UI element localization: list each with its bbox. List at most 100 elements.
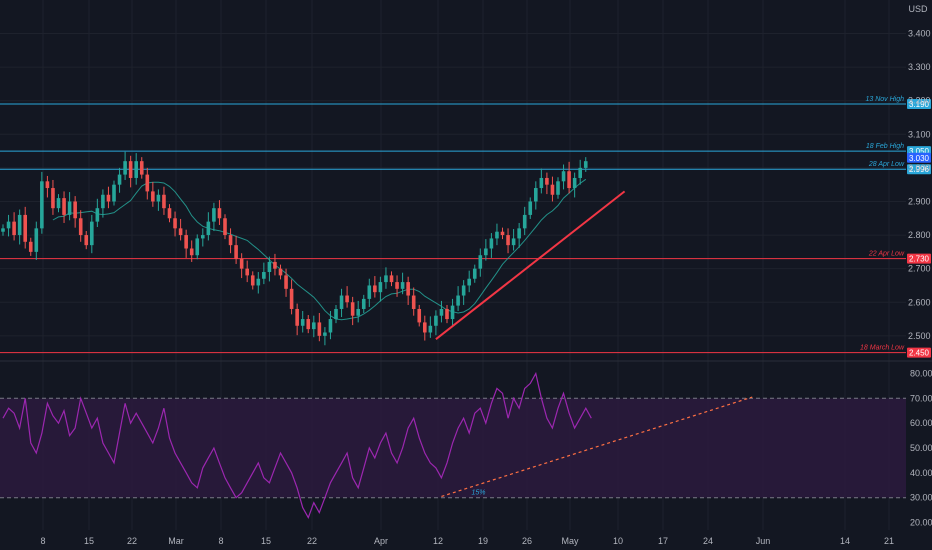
candle-body (284, 275, 288, 289)
x-tick-label: 24 (703, 536, 713, 546)
candle-body (517, 228, 521, 239)
candle-body (528, 201, 533, 215)
rsi-trend-annotation: 15% (471, 489, 485, 496)
rsi-tick-label: 20.00 (910, 518, 932, 528)
rsi-line (2, 371, 592, 520)
rsi-tick-label: 80.00 (910, 368, 932, 378)
candle-body (34, 228, 39, 252)
ma-line (52, 178, 587, 321)
time-axis: 8 15 22 Mar 8 15 22 Apr 12 19 26 May 10 17 24 Jun 14 21 (40, 536, 894, 546)
x-tick-label: 19 (478, 536, 488, 546)
candle-body (489, 238, 494, 249)
candle-body (295, 308, 299, 326)
candle-body (423, 322, 427, 333)
candle-body (250, 275, 255, 286)
price-tick-label: 3.000 (908, 163, 931, 173)
candle-body (373, 285, 377, 293)
candle-body (439, 308, 444, 316)
candle-body (134, 161, 138, 178)
candle-body (367, 285, 372, 299)
candle-body (206, 221, 211, 236)
candle-body (162, 194, 166, 209)
candle-body (522, 214, 527, 229)
candle-body (278, 268, 283, 276)
candle-body (434, 315, 438, 326)
candle-body (117, 174, 122, 185)
candle-body (156, 194, 161, 202)
candles (1, 151, 588, 346)
price-tick-label: 2.800 (908, 230, 931, 240)
x-tick-label: 8 (218, 536, 223, 546)
candle-body (189, 248, 194, 256)
candle-body (312, 322, 316, 330)
rsi-tick-label: 30.00 (910, 493, 932, 503)
candle-body (411, 295, 416, 309)
candle-body (556, 181, 560, 195)
candle-body (6, 221, 11, 229)
x-tick-label: May (561, 536, 579, 546)
candle-body (389, 275, 394, 283)
candle-body (417, 308, 422, 323)
candle-body (511, 238, 516, 246)
candle-body (484, 248, 488, 256)
candle-body (17, 214, 22, 236)
candle-body (356, 308, 360, 316)
rsi-tick-label: 40.00 (910, 468, 932, 478)
candle-body (128, 161, 133, 178)
candle-body (545, 177, 549, 185)
level-label: 18 Feb High (866, 143, 904, 150)
x-tick-label: 15 (84, 536, 94, 546)
candle-body (267, 261, 272, 273)
candle-body (361, 298, 366, 309)
candle-body (239, 258, 244, 269)
candle-body (73, 201, 77, 219)
candle-body (384, 275, 388, 283)
rsi-tick-label: 50.00 (910, 443, 932, 453)
candle-body (534, 188, 538, 202)
candle-body (51, 188, 55, 209)
level-label: 13 Nov High (865, 96, 904, 103)
candle-body (45, 181, 50, 189)
x-tick-label: 12 (433, 536, 443, 546)
candle-body (90, 221, 94, 246)
level-price-text: 2.996 (909, 165, 930, 174)
candle-body (578, 167, 582, 178)
candle-body (378, 282, 383, 293)
candle-body (178, 228, 183, 236)
candle-body (350, 302, 355, 316)
candle-body (145, 174, 150, 192)
candle-body (500, 231, 505, 236)
candle-body (223, 218, 227, 236)
candle-body (217, 208, 222, 219)
currency-label: USD (908, 4, 928, 14)
candle-body (478, 255, 483, 269)
candle-body (228, 235, 233, 246)
support-trendline (435, 190, 626, 340)
candle-body (506, 235, 510, 246)
x-tick-label: 21 (884, 536, 894, 546)
price-tick-label: 2.600 (908, 297, 931, 307)
candle-body (78, 218, 83, 236)
x-tick-label: Apr (374, 536, 388, 546)
candle-body (300, 319, 305, 326)
candle-body (62, 198, 66, 215)
candle-body (495, 231, 499, 239)
candle-body (56, 198, 61, 209)
candle-body (406, 282, 410, 296)
candle-body (84, 235, 89, 246)
candle-body (40, 181, 44, 229)
candle-body (123, 161, 127, 175)
level-label: 18 March Low (860, 345, 905, 352)
candle-body (328, 319, 333, 333)
candle-body (572, 177, 577, 189)
x-tick-label: 10 (613, 536, 623, 546)
level-price-tag (907, 253, 931, 264)
level-price-text: 3.190 (909, 100, 930, 109)
candle-body (12, 221, 16, 236)
x-tick-label: 22 (307, 536, 317, 546)
level-price-text: 3.050 (909, 147, 930, 156)
level-price-tag (907, 152, 931, 163)
candle-body (472, 268, 477, 279)
level-price-text: 3.030 (909, 154, 930, 163)
